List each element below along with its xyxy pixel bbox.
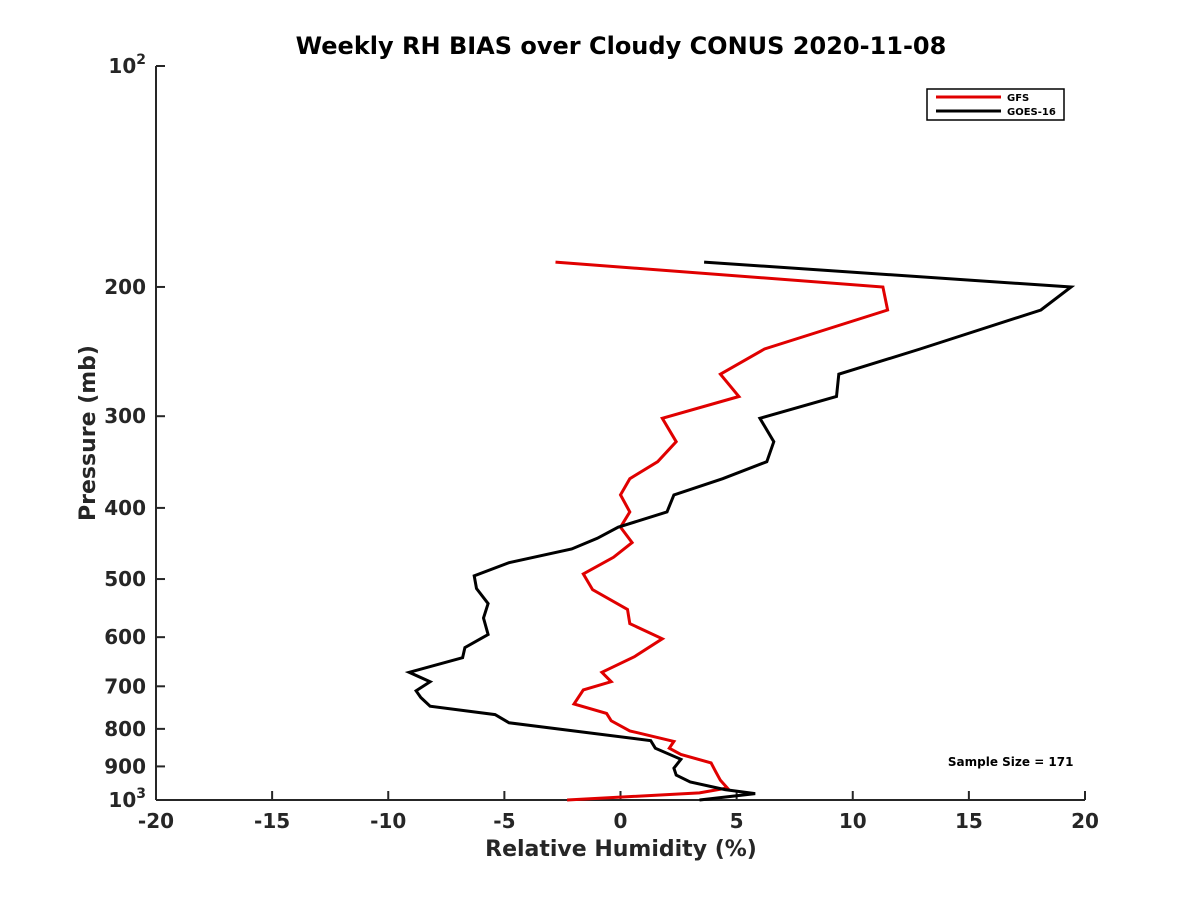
y-tick-label: 900 <box>104 754 146 778</box>
x-tick-label: 10 <box>839 809 867 833</box>
x-tick-label: 0 <box>614 809 628 833</box>
y-tick-label: 600 <box>104 625 146 649</box>
series-line-gfs <box>555 260 890 802</box>
legend-box <box>926 88 1065 121</box>
y-tick-label: 700 <box>104 674 146 698</box>
x-tick-label: 20 <box>1071 809 1099 833</box>
x-axis-title: Relative Humidity (%) <box>485 837 757 862</box>
y-tick-label: 200 <box>104 275 146 299</box>
y-tick-label: 500 <box>104 567 146 591</box>
y-tick-label: 102 <box>108 52 146 78</box>
x-tick-label: -15 <box>254 809 290 833</box>
legend: GFS GOES-16 <box>926 88 1065 121</box>
y-tick-label: 400 <box>104 496 146 520</box>
x-tick-label: -20 <box>138 809 174 833</box>
y-tick-label: 800 <box>104 717 146 741</box>
x-tick-label: 5 <box>730 809 744 833</box>
x-tick-label: -5 <box>493 809 515 833</box>
legend-label-gfs: GFS <box>1007 93 1029 104</box>
series-layer <box>404 260 1076 802</box>
x-tick-label: -10 <box>370 809 406 833</box>
series-line-goes-16 <box>404 260 1076 802</box>
y-tick-label: 300 <box>104 404 146 428</box>
y-tick-label: 103 <box>108 786 146 812</box>
annotations: Sample Size = 171 <box>948 755 1074 769</box>
chart-title: Weekly RH BIAS over Cloudy CONUS 2020-11… <box>296 32 947 60</box>
legend-label-goes-16: GOES-16 <box>1007 107 1056 118</box>
x-tick-label: 15 <box>955 809 983 833</box>
y-axis-title: Pressure (mb) <box>76 345 101 521</box>
sample-size-annotation: Sample Size = 171 <box>948 755 1074 769</box>
